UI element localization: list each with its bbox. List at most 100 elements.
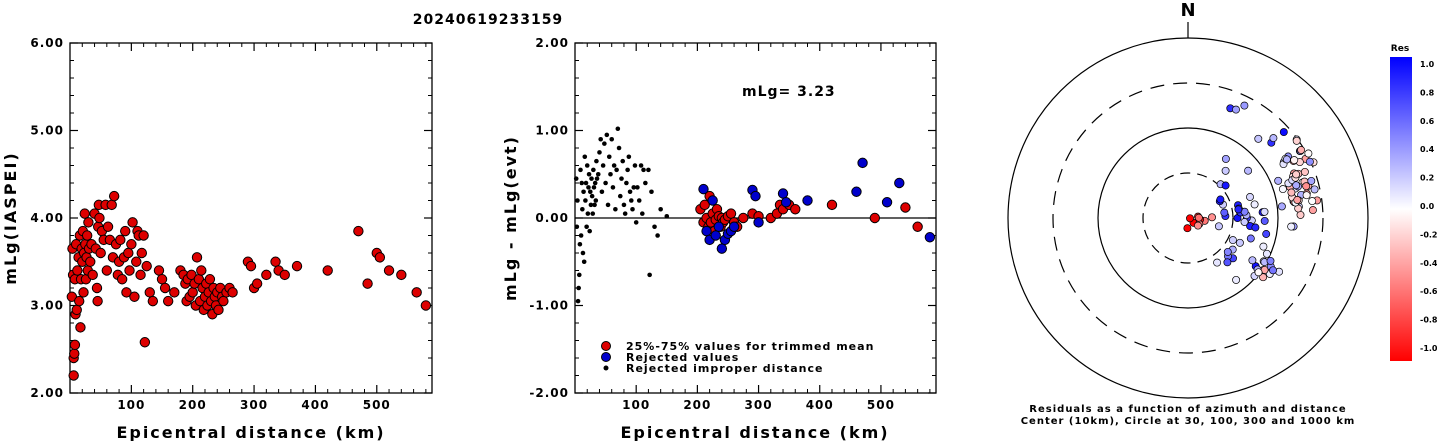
station-point <box>1234 205 1243 214</box>
data-point <box>108 190 120 202</box>
improper-distance-point <box>647 272 652 278</box>
trimmed-mean-point <box>912 221 923 232</box>
x-tick-label: 200 <box>179 398 207 412</box>
improper-distance-point <box>581 259 587 265</box>
improper-distance-point <box>603 180 608 186</box>
improper-distance-point <box>628 198 634 203</box>
colorbar-tick-label: 0.2 <box>1420 174 1434 183</box>
x-tick-label: 500 <box>867 398 895 412</box>
improper-distance-point <box>641 167 646 173</box>
colorbar-tick-label: 0.6 <box>1420 117 1435 126</box>
rejected-point <box>780 197 792 208</box>
y-tick-label: 4.00 <box>30 211 64 225</box>
improper-distance-point <box>600 163 606 168</box>
station-point <box>1221 154 1230 163</box>
improper-distance-point <box>578 167 583 173</box>
station-point <box>1250 200 1259 209</box>
mlg-annotation: mLg= 3.23 <box>742 84 836 100</box>
data-point <box>95 247 106 259</box>
data-point <box>396 269 407 281</box>
improper-distance-point <box>580 250 586 256</box>
improper-distance-point <box>589 176 594 181</box>
legend-marker-trimmed <box>601 341 611 351</box>
improper-distance-point <box>587 189 593 195</box>
data-point <box>85 256 96 267</box>
improper-distance-point <box>587 228 592 234</box>
y-tick-label: 6.00 <box>30 36 64 50</box>
station-point <box>1307 176 1316 185</box>
trimmed-mean-point <box>725 208 737 219</box>
trimmed-mean-point <box>790 204 801 215</box>
x-tick-label: 300 <box>745 398 773 412</box>
improper-distance-point <box>590 211 596 216</box>
data-point <box>126 239 137 250</box>
station-point <box>1240 218 1249 226</box>
azimuth-residual-panel: N Residuals as a function of azimuth and… <box>1007 0 1437 427</box>
colorbar-tick-label: 0.4 <box>1420 145 1435 154</box>
station-point <box>1248 256 1257 265</box>
data-point <box>74 295 85 307</box>
data-point <box>69 348 80 359</box>
improper-distance-point <box>617 193 623 199</box>
station-point <box>1292 181 1301 190</box>
station-point <box>1269 266 1277 275</box>
circle-300km <box>1052 82 1324 354</box>
y-axis-label: mLg(IASPEI) <box>1 151 20 284</box>
station-point <box>1277 202 1286 211</box>
x-tick-label: 100 <box>117 398 145 412</box>
improper-distance-point <box>626 154 632 160</box>
improper-distance-point <box>622 211 628 216</box>
improper-distance-point <box>615 126 621 132</box>
data-point <box>227 287 238 298</box>
data-point <box>71 304 82 316</box>
data-point <box>94 212 105 224</box>
circle-1000km <box>1007 37 1369 399</box>
trimmed-mean-point <box>869 212 881 224</box>
magnitude-vs-distance-panel: 2.00 3.00 4.00 5.00 6.00 100 200 300 400 500 Epi… <box>1 36 433 441</box>
legend-marker-rejected <box>601 352 611 362</box>
station-point <box>1220 208 1229 217</box>
rejected-point <box>710 230 721 241</box>
station-point <box>1223 247 1232 256</box>
improper-distance-point <box>584 163 590 168</box>
station-point <box>1290 156 1299 165</box>
improper-distance-point <box>581 189 586 195</box>
improper-distance-point <box>606 154 612 160</box>
improper-distance-point <box>598 136 603 142</box>
improper-distance-point <box>655 233 660 238</box>
improper-distance-point <box>577 241 583 247</box>
rejected-point <box>881 197 893 208</box>
rejected-points <box>698 157 936 254</box>
colorbar-tick-label: -0.4 <box>1420 259 1437 268</box>
station-point <box>1259 242 1268 251</box>
station-point <box>1214 222 1223 231</box>
station-point <box>1297 146 1306 154</box>
tick-marks <box>575 42 936 394</box>
colorbar-tick-label: -0.8 <box>1420 316 1437 325</box>
data-point <box>139 337 151 348</box>
station-point <box>1246 234 1255 243</box>
circle-30km <box>1142 172 1234 264</box>
station-point <box>1292 170 1301 179</box>
x-tick-label: 400 <box>301 398 329 412</box>
data-point <box>411 287 422 298</box>
data-point <box>91 282 103 294</box>
data-point <box>129 291 140 302</box>
improper-distance-point <box>605 202 611 208</box>
x-tick-label: 400 <box>806 398 834 412</box>
station-point <box>1228 236 1237 245</box>
station-point <box>1278 185 1287 194</box>
improper-distance-point <box>643 180 648 186</box>
improper-distance-point <box>635 185 640 190</box>
data-point <box>123 247 134 259</box>
rejected-point <box>728 221 740 232</box>
north-label: N <box>1180 0 1195 21</box>
legend-marker-improper <box>603 365 609 371</box>
station-point <box>1310 185 1319 194</box>
colorbar-tick-label: -0.2 <box>1420 230 1437 239</box>
caption-line-1: Residuals as a function of azimuth and d… <box>1029 404 1346 415</box>
station-point <box>1308 206 1317 215</box>
station-point <box>1223 258 1232 267</box>
data-point <box>213 304 224 316</box>
colorbar-tick-label: 1.0 <box>1420 60 1435 69</box>
